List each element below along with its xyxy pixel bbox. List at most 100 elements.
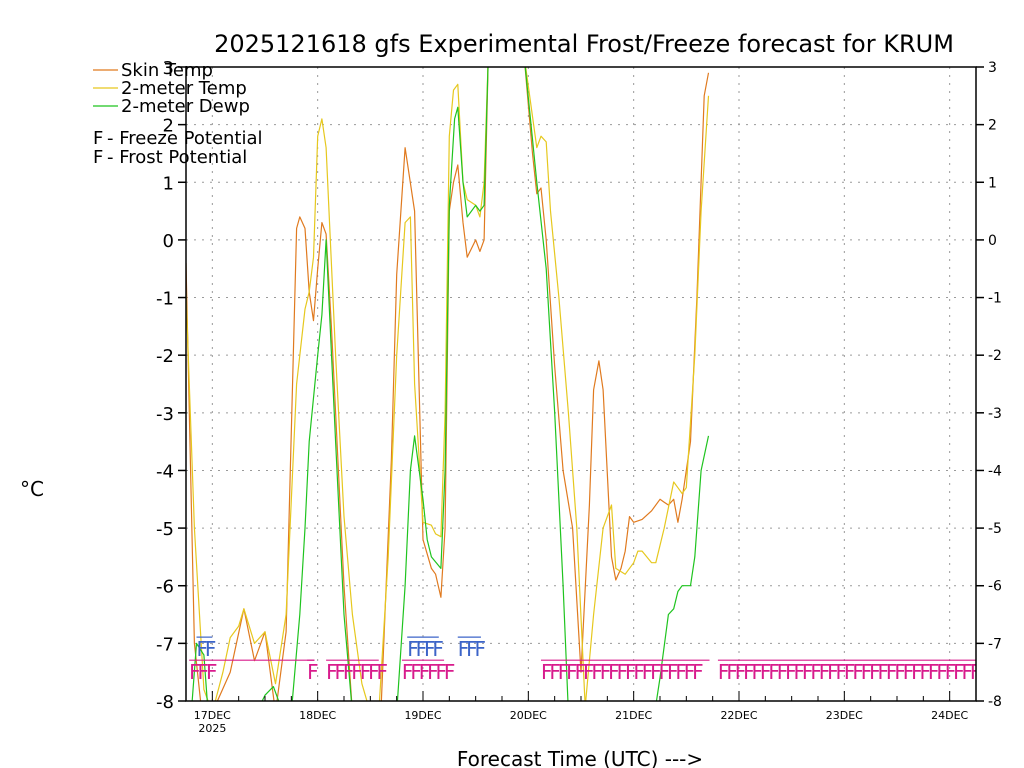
y-tick-label-left: -6: [156, 577, 174, 598]
freeze-flag-mark: F: [953, 660, 965, 684]
frost-flag-mark: F: [475, 637, 487, 661]
frost-flag-mark: F: [407, 637, 419, 661]
frost-flag-mark: F: [424, 637, 436, 661]
freeze-flag-mark: F: [351, 660, 363, 684]
legend-flag-label-frost: - Frost Potential: [107, 147, 247, 168]
freeze-flag-mark: F: [768, 660, 780, 684]
legend-label-dewp: 2-meter Dewp: [121, 96, 250, 117]
freeze-flag-mark: F: [810, 660, 822, 684]
freeze-flag-mark: F: [903, 660, 915, 684]
freeze-flag-mark: F: [566, 660, 578, 684]
freeze-flag-mark: F: [785, 660, 797, 684]
y-axis-label: °C: [20, 477, 44, 501]
freeze-flag-mark: F: [368, 660, 380, 684]
frost-flag-mark: F: [205, 637, 217, 661]
freeze-flag-mark: F: [436, 660, 448, 684]
freeze-flag-mark: F: [326, 660, 338, 684]
x-tick-label: 21DEC: [615, 709, 652, 722]
legend-label-skin: Skin Temp: [121, 60, 213, 81]
freeze-flag-mark: F: [541, 660, 553, 684]
freeze-flag-mark: F: [844, 660, 856, 684]
series-line-skin: [186, 67, 710, 701]
freeze-flag-mark: F: [659, 660, 671, 684]
y-axis-right: -8 -7 -6 -5 -4 -3 -2 -1 0 1 2 3: [976, 60, 1002, 710]
y-axis-left: -8 -7 -6 -5 -4 -3 -2 -1 0 1 2 3: [156, 58, 186, 713]
freeze-flag-mark: F: [827, 660, 839, 684]
freeze-flag-mark: F: [667, 660, 679, 684]
freeze-flag-mark: F: [360, 660, 372, 684]
freeze-flag-mark: F: [945, 660, 957, 684]
y-tick-label-right: -2: [988, 348, 1002, 364]
freeze-flag-mark: F: [198, 660, 210, 684]
freeze-flag-mark: F: [206, 660, 218, 684]
freeze-flag-mark: F: [419, 660, 431, 684]
freeze-flag-mark: F: [743, 660, 755, 684]
y-tick-label-left: 3: [163, 58, 174, 79]
x-tick-label: 19DEC: [404, 709, 441, 722]
freeze-flag-mark: F: [760, 660, 772, 684]
freeze-flag-mark: F: [692, 660, 704, 684]
y-tick-label-right: 1: [988, 175, 997, 191]
freeze-flag-mark: F: [600, 660, 612, 684]
y-tick-label-left: -8: [156, 692, 174, 713]
freeze-flag-mark: F: [642, 660, 654, 684]
y-tick-label-right: -5: [988, 521, 1002, 537]
y-tick-label-left: 2: [163, 116, 174, 137]
freeze-flag-mark: F: [376, 660, 388, 684]
freeze-flag-mark: F: [558, 660, 570, 684]
freeze-flag-mark: F: [608, 660, 620, 684]
freeze-flag-mark: F: [886, 660, 898, 684]
series-lines: [186, 67, 710, 701]
freeze-flag-mark: F: [735, 660, 747, 684]
freeze-flag-mark: F: [427, 660, 439, 684]
frost-flag-mark: F: [466, 637, 478, 661]
freeze-flag-mark: F: [675, 660, 687, 684]
freeze-flag-mark: F: [334, 660, 346, 684]
frost-flag-mark: F: [432, 637, 444, 661]
y-tick-label-right: 0: [988, 233, 997, 249]
freeze-flag-mark: F: [978, 660, 990, 684]
x-tick-label: 20DEC: [510, 709, 547, 722]
freeze-flag-mark: F: [189, 660, 201, 684]
y-tick-label-left: -3: [156, 404, 174, 425]
x-tick-label: 23DEC: [826, 709, 863, 722]
y-tick-label-left: -5: [156, 519, 174, 540]
y-tick-label-right: 2: [988, 118, 997, 134]
x-tick-label: 17DEC: [194, 709, 231, 722]
freeze-flag-mark: F: [549, 660, 561, 684]
freeze-flag-mark: F: [752, 660, 764, 684]
x-tick-label: 22DEC: [720, 709, 757, 722]
freeze-flag-mark: F: [633, 660, 645, 684]
freeze-flag-mark: F: [920, 660, 932, 684]
chart-title: 2025121618 gfs Experimental Frost/Freeze…: [214, 30, 954, 58]
freeze-flag-mark: F: [869, 660, 881, 684]
freeze-flag-mark: F: [583, 660, 595, 684]
x-tick-sublabel: 2025: [198, 722, 226, 735]
grid-lines: [186, 67, 976, 701]
freeze-flag-mark: F: [861, 660, 873, 684]
y-tick-label-right: -3: [988, 406, 1002, 422]
freeze-flag-mark: F: [444, 660, 456, 684]
freeze-flag-mark: F: [684, 660, 696, 684]
legend-flag-char-freeze: F: [93, 128, 103, 149]
y-tick-label-right: 3: [988, 60, 997, 76]
frost-flag-mark: F: [197, 637, 209, 661]
legend-flag-label-freeze: - Freeze Potential: [107, 128, 263, 149]
y-tick-label-left: -4: [156, 461, 174, 482]
frost-flag-mark: F: [416, 637, 428, 661]
freeze-flag-mark: F: [777, 660, 789, 684]
freeze-flag-mark: F: [911, 660, 923, 684]
freeze-flag-mark: F: [726, 660, 738, 684]
freeze-flag-mark: F: [650, 660, 662, 684]
x-tick-label: 24DEC: [931, 709, 968, 722]
freeze-flag-mark: F: [410, 660, 422, 684]
freeze-flag-mark: F: [307, 660, 319, 684]
freeze-flag-mark: F: [962, 660, 974, 684]
y-tick-label-right: -4: [988, 463, 1002, 479]
series-line-dewp: [191, 67, 710, 701]
freeze-flag-mark: F: [617, 660, 629, 684]
freeze-flag-mark: F: [928, 660, 940, 684]
